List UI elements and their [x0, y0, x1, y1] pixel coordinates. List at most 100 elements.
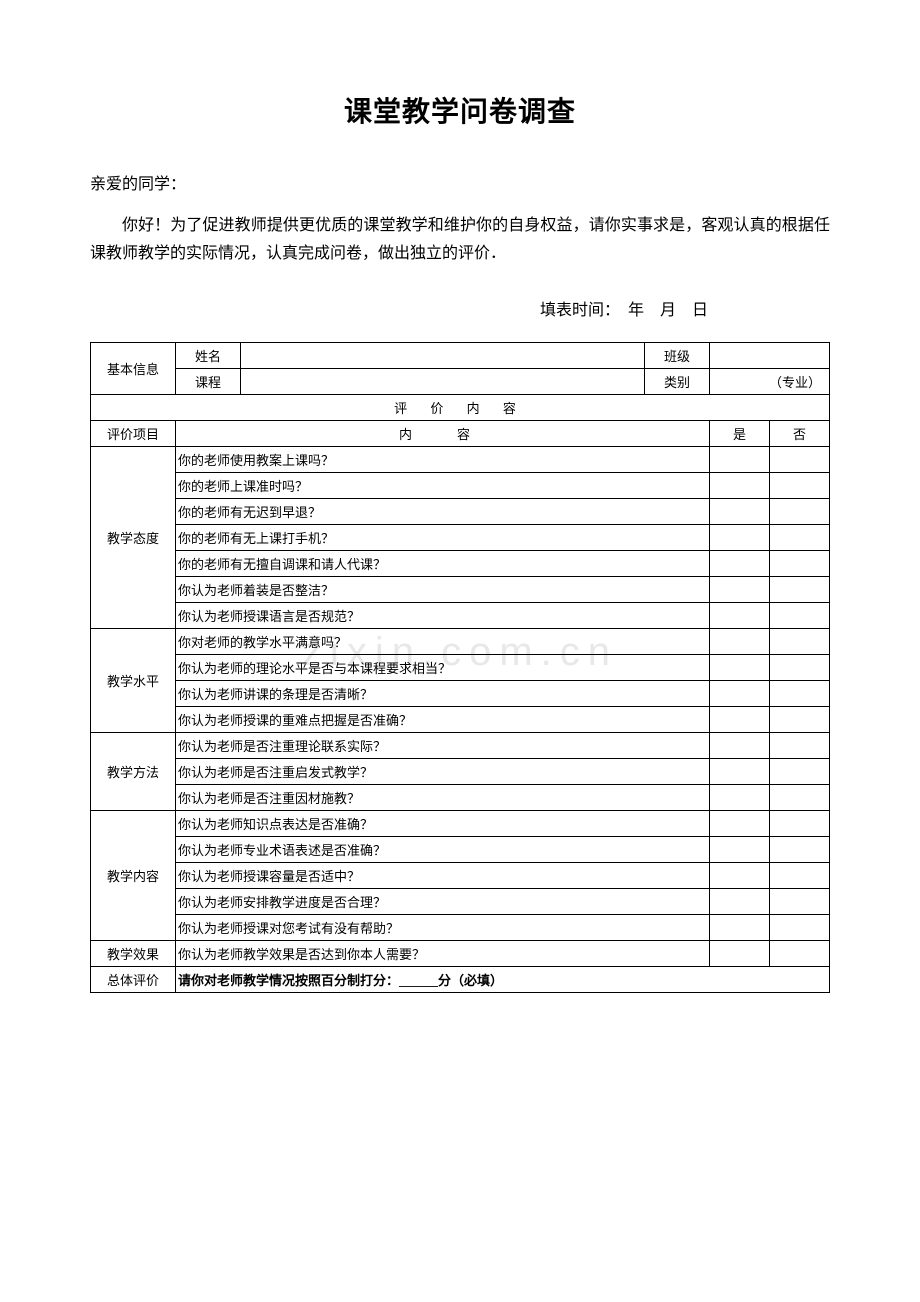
answer-yes-cell[interactable] [710, 473, 770, 499]
answer-no-cell[interactable] [770, 447, 830, 473]
info-class-label: 班级 [645, 343, 710, 369]
final-text[interactable]: 请你对老师教学情况按照百分制打分：______分（必填） [176, 967, 830, 993]
answer-yes-cell[interactable] [710, 941, 770, 967]
date-line: 填表时间： 年 月 日 [90, 296, 830, 320]
question-text: 你认为老师专业术语表述是否准确？ [176, 837, 710, 863]
group-label: 教学效果 [91, 941, 176, 967]
answer-no-cell[interactable] [770, 681, 830, 707]
question-text: 你认为老师安排教学进度是否合理？ [176, 889, 710, 915]
col-content: 内 容 [176, 421, 710, 447]
final-row: 总体评价 请你对老师教学情况按照百分制打分：______分（必填） [91, 967, 830, 993]
answer-no-cell[interactable] [770, 733, 830, 759]
col-category: 评价项目 [91, 421, 176, 447]
document-title: 课堂教学问卷调查 [90, 90, 830, 130]
question-row: 你的老师有无擅自调课和请人代课？ [91, 551, 830, 577]
question-text: 你的老师有无擅自调课和请人代课？ [176, 551, 710, 577]
group-label: 教学态度 [91, 447, 176, 629]
greeting-text: 亲爱的同学： [90, 170, 830, 194]
question-row: 你认为老师安排教学进度是否合理？ [91, 889, 830, 915]
question-row: 你认为老师授课的重难点把握是否准确？ [91, 707, 830, 733]
answer-yes-cell[interactable] [710, 889, 770, 915]
answer-no-cell[interactable] [770, 577, 830, 603]
question-row: 你认为老师着装是否整洁？ [91, 577, 830, 603]
question-text: 你的老师有无上课打手机？ [176, 525, 710, 551]
answer-yes-cell[interactable] [710, 837, 770, 863]
question-text: 你认为老师授课容量是否适中？ [176, 863, 710, 889]
group-label: 教学内容 [91, 811, 176, 941]
answer-no-cell[interactable] [770, 915, 830, 941]
answer-yes-cell[interactable] [710, 629, 770, 655]
answer-no-cell[interactable] [770, 499, 830, 525]
question-row: 你认为老师授课容量是否适中？ [91, 863, 830, 889]
answer-no-cell[interactable] [770, 473, 830, 499]
final-label: 总体评价 [91, 967, 176, 993]
answer-yes-cell[interactable] [710, 603, 770, 629]
answer-yes-cell[interactable] [710, 577, 770, 603]
answer-yes-cell[interactable] [710, 447, 770, 473]
question-row: 你认为老师讲课的条理是否清晰？ [91, 681, 830, 707]
question-text: 你对老师的教学水平满意吗？ [176, 629, 710, 655]
info-class-value[interactable] [710, 343, 830, 369]
answer-no-cell[interactable] [770, 811, 830, 837]
question-text: 你认为老师着装是否整洁？ [176, 577, 710, 603]
question-text: 你的老师使用教案上课吗？ [176, 447, 710, 473]
info-section-label: 基本信息 [91, 343, 176, 395]
eval-header: 评 价 内 容 [91, 395, 830, 421]
answer-yes-cell[interactable] [710, 863, 770, 889]
group-label: 教学方法 [91, 733, 176, 811]
answer-yes-cell[interactable] [710, 525, 770, 551]
question-row: 你认为老师的理论水平是否与本课程要求相当？ [91, 655, 830, 681]
info-type-value[interactable]: （专业） [710, 369, 830, 395]
survey-table: 基本信息 姓名 班级 课程 类别 （专业） 评 价 内 容 评价项目 内 容 是… [90, 342, 830, 993]
question-text: 你认为老师知识点表达是否准确？ [176, 811, 710, 837]
group-label: 教学水平 [91, 629, 176, 733]
answer-yes-cell[interactable] [710, 759, 770, 785]
question-text: 你认为老师是否注重理论联系实际？ [176, 733, 710, 759]
answer-yes-cell[interactable] [710, 915, 770, 941]
question-row: 你认为老师授课对您考试有没有帮助？ [91, 915, 830, 941]
info-course-label: 课程 [176, 369, 241, 395]
question-text: 你认为老师是否注重启发式教学？ [176, 759, 710, 785]
question-row: 你认为老师是否注重启发式教学？ [91, 759, 830, 785]
answer-yes-cell[interactable] [710, 499, 770, 525]
question-row: 你认为老师是否注重因材施教？ [91, 785, 830, 811]
info-name-label: 姓名 [176, 343, 241, 369]
answer-yes-cell[interactable] [710, 681, 770, 707]
answer-yes-cell[interactable] [710, 733, 770, 759]
info-course-value[interactable] [241, 369, 645, 395]
answer-yes-cell[interactable] [710, 811, 770, 837]
question-text: 你的老师上课准时吗？ [176, 473, 710, 499]
question-row: 你的老师上课准时吗？ [91, 473, 830, 499]
question-text: 你认为老师讲课的条理是否清晰？ [176, 681, 710, 707]
answer-no-cell[interactable] [770, 525, 830, 551]
question-text: 你认为老师是否注重因材施教？ [176, 785, 710, 811]
answer-yes-cell[interactable] [710, 551, 770, 577]
answer-no-cell[interactable] [770, 863, 830, 889]
question-row: 你认为老师专业术语表述是否准确？ [91, 837, 830, 863]
answer-no-cell[interactable] [770, 889, 830, 915]
answer-yes-cell[interactable] [710, 655, 770, 681]
answer-no-cell[interactable] [770, 785, 830, 811]
question-text: 你认为老师授课语言是否规范？ [176, 603, 710, 629]
question-text: 你认为老师授课的重难点把握是否准确？ [176, 707, 710, 733]
answer-no-cell[interactable] [770, 629, 830, 655]
answer-no-cell[interactable] [770, 837, 830, 863]
intro-paragraph: 你好！为了促进教师提供更优质的课堂教学和维护你的自身权益，请你实事求是，客观认真… [90, 212, 830, 268]
question-text: 你认为老师授课对您考试有没有帮助？ [176, 915, 710, 941]
info-name-value[interactable] [241, 343, 645, 369]
answer-yes-cell[interactable] [710, 785, 770, 811]
answer-no-cell[interactable] [770, 603, 830, 629]
question-text: 你认为老师的理论水平是否与本课程要求相当？ [176, 655, 710, 681]
question-row: 教学水平你对老师的教学水平满意吗？ [91, 629, 830, 655]
col-no: 否 [770, 421, 830, 447]
question-row: 你的老师有无上课打手机？ [91, 525, 830, 551]
answer-no-cell[interactable] [770, 551, 830, 577]
answer-no-cell[interactable] [770, 941, 830, 967]
answer-no-cell[interactable] [770, 707, 830, 733]
question-text: 你的老师有无迟到早退？ [176, 499, 710, 525]
question-row: 教学效果你认为老师教学效果是否达到你本人需要？ [91, 941, 830, 967]
answer-no-cell[interactable] [770, 655, 830, 681]
answer-no-cell[interactable] [770, 759, 830, 785]
answer-yes-cell[interactable] [710, 707, 770, 733]
col-yes: 是 [710, 421, 770, 447]
